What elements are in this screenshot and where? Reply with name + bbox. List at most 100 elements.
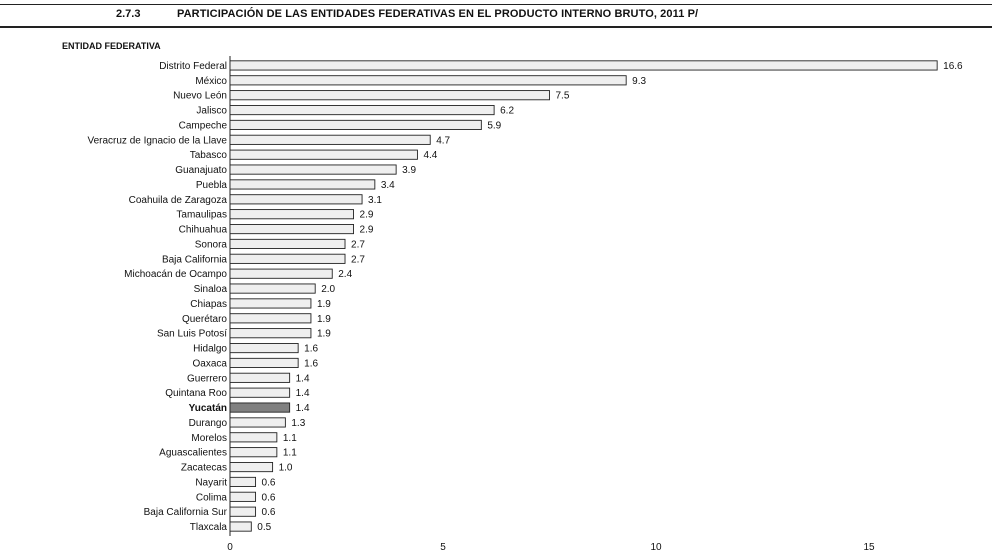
bar xyxy=(229,491,257,502)
value-label: 3.9 xyxy=(402,165,416,176)
bar xyxy=(229,357,299,368)
value-label: 1.3 xyxy=(291,418,305,429)
category-header: ENTIDAD FEDERATIVA xyxy=(62,41,161,51)
bar xyxy=(229,179,376,190)
value-label: 1.0 xyxy=(279,463,293,474)
category-label: San Luis Potosí xyxy=(157,329,227,340)
value-label: 2.7 xyxy=(351,254,365,265)
bar xyxy=(229,253,346,264)
value-label: 1.1 xyxy=(283,433,297,444)
category-label: Baja California xyxy=(162,254,227,265)
value-label: 3.1 xyxy=(368,195,382,206)
value-label: 2.4 xyxy=(338,269,352,280)
category-label: Quintana Roo xyxy=(165,388,227,399)
category-label: Chiapas xyxy=(190,299,227,310)
value-label: 1.9 xyxy=(317,314,331,325)
category-label: Campeche xyxy=(179,120,228,131)
category-label: Tlaxcala xyxy=(190,522,228,533)
value-label: 2.9 xyxy=(360,210,374,221)
category-label: Sinaloa xyxy=(194,284,228,295)
page-title: PARTICIPACIÓN DE LAS ENTIDADES FEDERATIV… xyxy=(177,8,699,20)
bar xyxy=(229,372,291,383)
category-label: Michoacán de Ocampo xyxy=(124,269,227,280)
category-label: Colima xyxy=(196,492,228,503)
value-label: 1.1 xyxy=(283,448,297,459)
value-label: 3.4 xyxy=(381,180,395,191)
value-label: 1.4 xyxy=(296,403,310,414)
labels-layer: Distrito Federal 16.6 México 9.3 Nuevo León 7… xyxy=(87,61,963,533)
bar xyxy=(229,105,495,116)
category-label: Puebla xyxy=(196,180,228,191)
bar xyxy=(229,432,278,443)
value-label: 1.4 xyxy=(296,388,310,399)
category-label: Nayarit xyxy=(195,477,227,488)
bar xyxy=(229,268,333,279)
category-label: Baja California Sur xyxy=(144,507,228,518)
bar xyxy=(229,209,354,220)
value-label: 1.6 xyxy=(304,344,318,355)
value-label: 9.3 xyxy=(632,76,646,87)
x-tick-label: 10 xyxy=(650,542,662,553)
value-label: 1.9 xyxy=(317,329,331,340)
value-label: 0.6 xyxy=(262,507,276,518)
bar xyxy=(229,119,482,130)
category-label: Nuevo León xyxy=(173,91,227,102)
bar xyxy=(229,164,397,175)
value-label: 7.5 xyxy=(556,91,570,102)
bar xyxy=(229,521,252,532)
value-label: 1.9 xyxy=(317,299,331,310)
category-label: Zacatecas xyxy=(181,463,227,474)
category-label: Tabasco xyxy=(190,150,228,161)
x-tick-label: 0 xyxy=(227,542,233,553)
bar xyxy=(229,417,286,428)
bar xyxy=(229,298,312,309)
bar xyxy=(229,75,627,86)
category-label: Tamaulipas xyxy=(176,210,227,221)
value-label: 0.5 xyxy=(257,522,271,533)
bars-layer xyxy=(229,60,938,532)
title-bottom-rule xyxy=(0,26,992,28)
category-label: Sonora xyxy=(195,239,228,250)
bar xyxy=(229,238,346,249)
x-tick-label: 15 xyxy=(863,542,875,553)
category-label: Chihuahua xyxy=(179,225,228,236)
category-label: Querétaro xyxy=(182,314,227,325)
bar xyxy=(229,224,354,235)
category-label: Veracruz de Ignacio de la Llave xyxy=(87,135,227,146)
category-label: Jalisco xyxy=(196,106,227,117)
category-label: Coahuila de Zaragoza xyxy=(129,195,228,206)
value-label: 5.9 xyxy=(487,120,501,131)
category-label: Yucatán xyxy=(189,403,227,414)
bar xyxy=(229,476,257,487)
category-label: Guerrero xyxy=(187,373,227,384)
category-label: Distrito Federal xyxy=(159,61,227,72)
bar xyxy=(229,387,291,398)
category-label: Hidalgo xyxy=(193,344,227,355)
bar xyxy=(229,343,299,354)
bar xyxy=(229,194,363,205)
value-label: 16.6 xyxy=(943,61,963,72)
bar xyxy=(229,462,274,473)
bar xyxy=(229,283,316,294)
value-label: 4.4 xyxy=(423,150,437,161)
value-label: 1.6 xyxy=(304,358,318,369)
value-label: 0.6 xyxy=(262,477,276,488)
value-label: 4.7 xyxy=(436,135,450,146)
bar xyxy=(229,90,550,101)
bar-highlighted xyxy=(229,402,291,413)
value-label: 0.6 xyxy=(262,492,276,503)
bar xyxy=(229,60,938,71)
category-label: Oaxaca xyxy=(193,358,228,369)
value-label: 1.4 xyxy=(296,373,310,384)
title-top-rule xyxy=(0,4,992,5)
bar xyxy=(229,313,312,324)
category-label: Durango xyxy=(189,418,228,429)
x-tick-label: 5 xyxy=(440,542,446,553)
bar xyxy=(229,134,431,145)
value-label: 2.7 xyxy=(351,239,365,250)
value-label: 2.0 xyxy=(321,284,335,295)
section-number: 2.7.3 xyxy=(116,8,141,20)
category-label: Aguascalientes xyxy=(159,448,227,459)
category-label: Morelos xyxy=(191,433,227,444)
